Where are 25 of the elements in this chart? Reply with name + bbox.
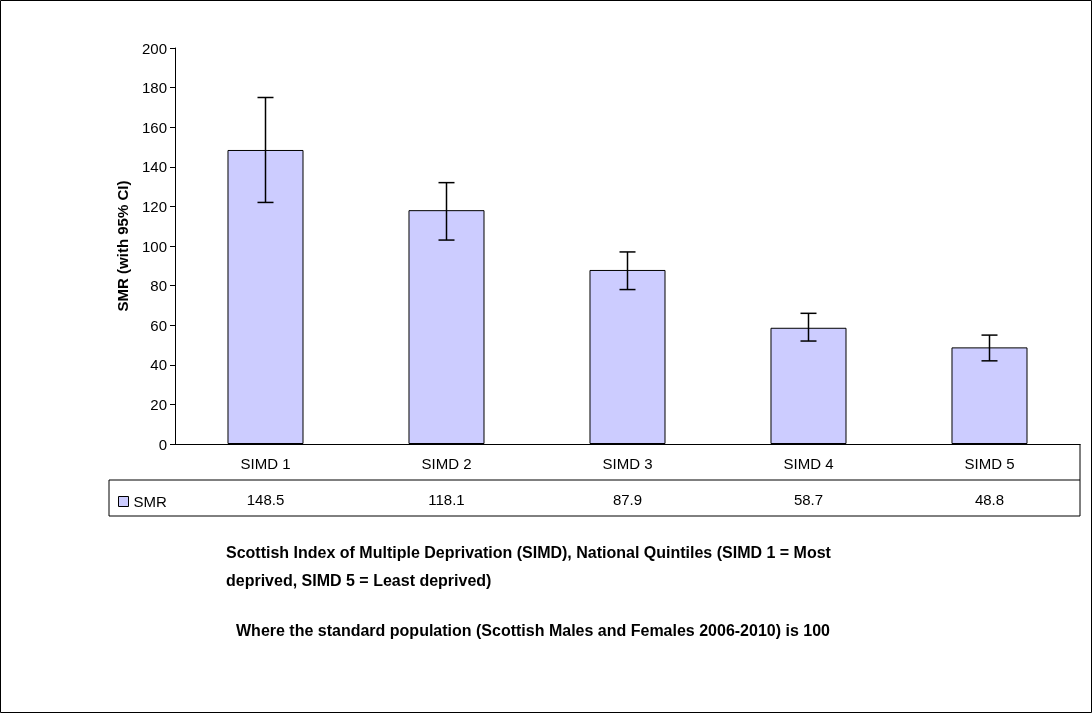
data-label: 148.5 xyxy=(246,491,285,508)
y-tick-label: 200 xyxy=(141,39,167,57)
x-tick-label: SIMD 1 xyxy=(240,455,291,472)
x-tick-label: SIMD 3 xyxy=(602,455,653,472)
y-axis-title: SMR (with 95% CI) xyxy=(114,180,131,312)
y-tick-label: 20 xyxy=(150,395,167,413)
x-tick-label: SIMD 5 xyxy=(964,455,1015,472)
data-label: 58.7 xyxy=(793,491,824,508)
y-tick-label: 160 xyxy=(141,118,167,136)
data-label: 48.8 xyxy=(974,491,1005,508)
y-tick-label: 100 xyxy=(141,237,167,255)
text: Where the standard population (Scottish Males and Females 2006-2010) is 100 xyxy=(236,621,831,639)
legend-label: SMR xyxy=(133,493,167,510)
y-tick-label: 80 xyxy=(150,277,167,295)
data-label: 118.1 xyxy=(428,491,465,508)
y-tick-label: 180 xyxy=(141,79,167,97)
y-tick-label: 0 xyxy=(158,435,167,453)
x-axis-title: Scottish Index of Multiple Deprivation (SIMD), National Quintiles (SIMD 1 = Most deprived, SIMD 5 = Least deprived) xyxy=(226,543,836,589)
y-tick-label: 140 xyxy=(141,158,167,176)
y-tick-label: 60 xyxy=(150,316,167,334)
x-tick-label: SIMD 2 xyxy=(421,455,472,472)
y-tick-label: 120 xyxy=(141,197,167,215)
x-tick-label: SIMD 4 xyxy=(783,455,834,472)
y-tick-label: 40 xyxy=(150,356,167,374)
data-label: 87.9 xyxy=(612,491,643,508)
